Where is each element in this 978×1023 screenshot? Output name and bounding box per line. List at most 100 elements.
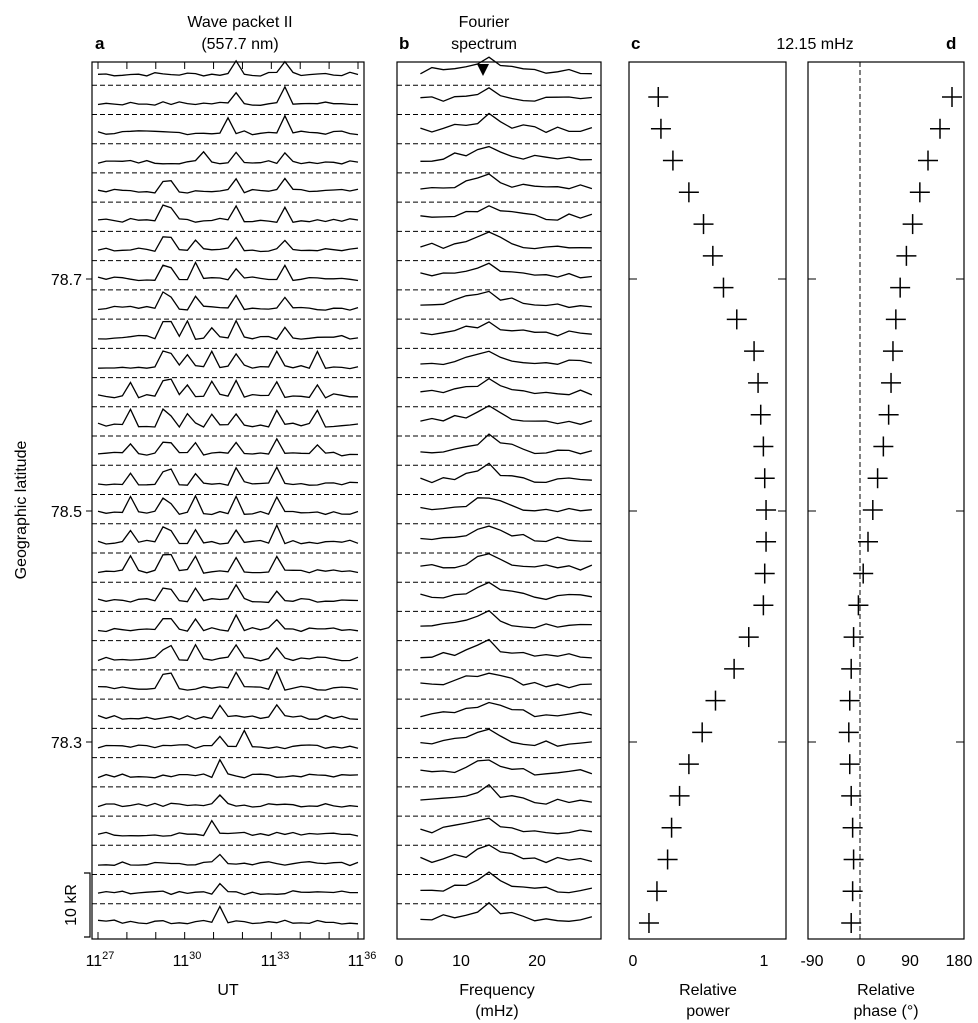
phase-marker [843,849,864,870]
spectrum-curve [420,672,592,689]
power-marker [756,531,777,552]
power-marker [678,182,699,203]
panel-d-letter: d [946,34,956,53]
spectrum-curve [420,525,592,543]
spectrum-curve [420,553,593,571]
power-marker [693,214,714,235]
spectrum-curve [420,638,592,659]
phase-marker [838,722,859,743]
x-label-a: UT [217,982,239,999]
power-marker [702,245,723,266]
y-axis-label: Geographic latitude [13,441,30,580]
spectrum-curve [420,262,592,279]
power-marker [662,150,683,171]
power-marker [724,658,745,679]
phase-marker [896,245,917,266]
spectrum-curve [420,497,592,513]
panel-c-title: 12.15 mHz [776,36,853,53]
x-tick-d-180: 180 [946,953,973,970]
phase-marker [878,404,899,425]
power-marker [748,372,769,393]
spectrum-curve [420,901,593,922]
panel-a-letter: a [95,34,105,53]
phase-marker [842,817,863,838]
power-marker [753,595,774,616]
panel-a-title-line1: Wave packet II [187,14,292,31]
phase-marker [885,309,906,330]
phase-marker [841,913,862,933]
x-tick-a-1136: 1136 [348,950,377,970]
phase-marker [918,150,938,171]
power-marker [753,436,774,457]
y-tick-label-78-5: 78.5 [51,504,82,521]
power-marker [692,722,713,743]
panel-c-frame [628,61,787,940]
x-label-d-line1: Relative [857,982,915,999]
panel-b-spectra [397,56,601,922]
scale-bar-label: 10 kR [63,884,80,926]
spectrum-curve [420,871,593,894]
intensity-trace [97,794,359,808]
spectrum-curve [420,290,592,309]
intensity-trace [97,669,359,691]
intensity-trace [97,150,359,165]
intensity-trace [97,523,359,545]
spectrum-curve [420,817,592,835]
spectrum-curve [420,701,593,718]
phase-marker [862,500,883,520]
spectrum-curve [420,87,592,102]
spectrum-curve [420,728,592,747]
power-marker [705,690,726,711]
panel-b-frame [396,61,602,940]
intensity-trace [97,494,359,516]
spectrum-curve [420,56,592,75]
power-marker [657,849,678,870]
intensity-trace [97,853,359,867]
spectrum-curve [420,844,593,864]
power-marker [754,468,775,489]
intensity-trace [97,261,359,282]
power-marker [754,563,775,584]
x-tick-c-1: 1 [760,953,769,970]
spectrum-curve [420,783,593,805]
intensity-trace [97,643,359,662]
x-label-b-line2: (mHz) [475,1003,519,1020]
power-marker [750,404,771,425]
panel-c-letter: c [631,34,640,53]
phase-marker [890,277,911,298]
phase-marker [902,214,923,235]
power-marker [678,754,699,775]
intensity-trace [97,553,359,574]
panel-d-frame [807,61,965,940]
intensity-trace [97,349,359,370]
spectrum-curve [420,609,592,629]
phase-marker [839,754,860,775]
x-label-b-line1: Frequency [459,982,535,999]
x-tick-b-0: 0 [395,953,404,970]
spectrum-curve [420,759,593,776]
power-marker [713,277,734,298]
phase-marker [843,627,864,648]
x-tick-d-90: 90 [901,953,919,970]
power-marker [738,627,759,648]
x-label-d-line2: phase (°) [853,1003,918,1020]
spectrum-curve [420,173,593,190]
phase-marker [839,690,860,711]
spectrum-curve [420,404,593,425]
intensity-trace [97,465,359,486]
phase-marker [882,341,903,362]
power-marker [648,87,669,107]
intensity-trace [97,85,359,106]
x-label-c-line2: power [686,1003,730,1020]
power-marker [756,500,777,520]
spectrum-curve [420,145,592,162]
phase-marker [841,785,862,806]
phase-marker [873,436,894,457]
frequency-marker-triangle [477,64,489,76]
power-marker [744,341,765,362]
intensity-trace [97,819,359,837]
x-tick-a-1127: 1127 [86,950,115,970]
phase-marker [841,658,862,679]
power-marker [650,118,671,139]
